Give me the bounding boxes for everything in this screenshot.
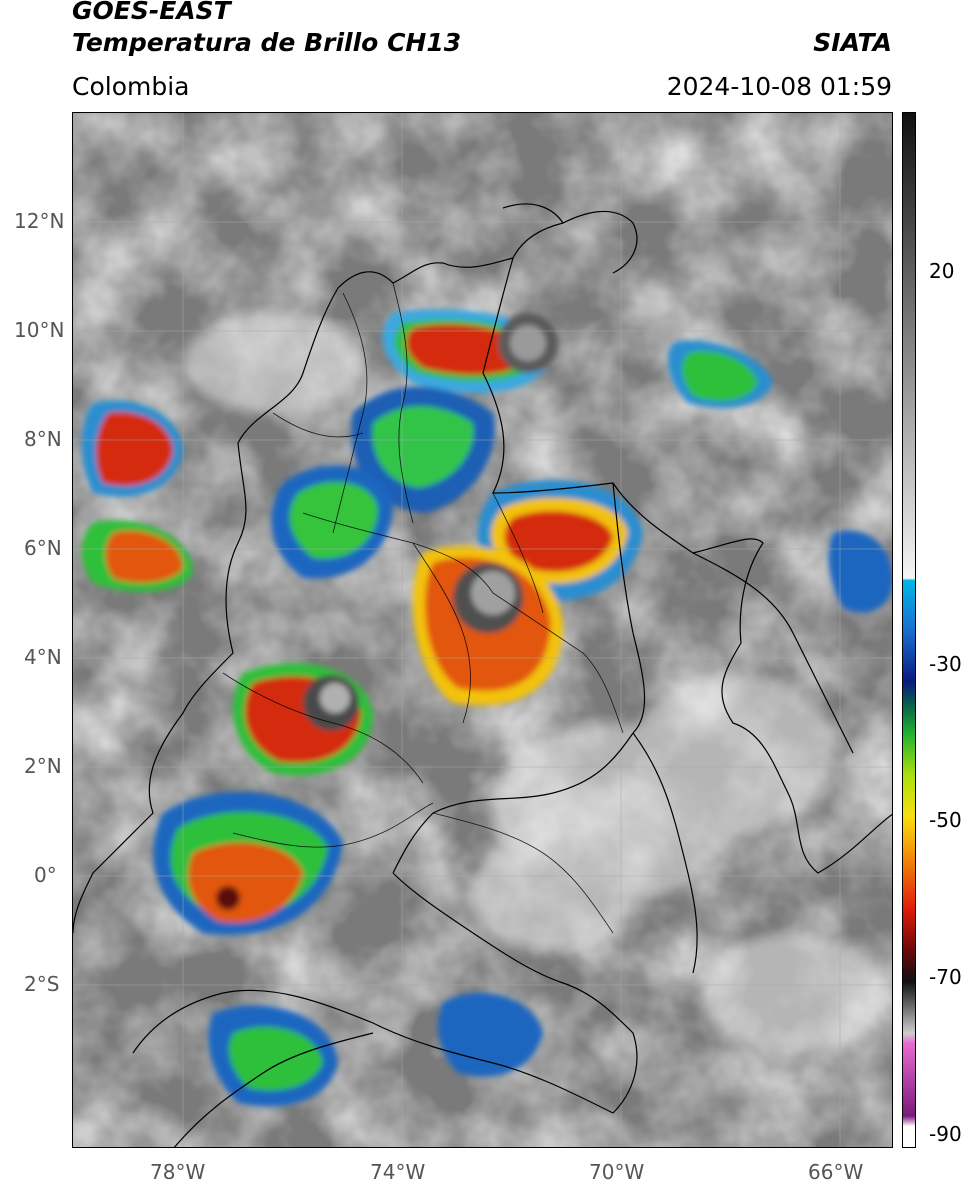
lat-label-2n: 2°N [24,754,62,778]
colorbar-label-neg90: -90 [929,1122,962,1146]
lon-label-66w: 66°W [808,1160,864,1184]
lat-label-0: 0° [34,863,57,887]
lat-label-6n: 6°N [24,536,62,560]
lat-label-4n: 4°N [24,645,62,669]
lon-label-78w: 78°W [150,1160,206,1184]
colorbar [902,112,916,1148]
title-region: Colombia [72,72,190,101]
lat-label-10n: 10°N [14,318,65,342]
lon-label-74w: 74°W [370,1160,426,1184]
title-product: Temperatura de Brillo CH13 [72,28,462,57]
colorbar-label-20: 20 [929,259,955,283]
lat-label-8n: 8°N [24,427,62,451]
title-organization: SIATA [813,28,892,57]
department-borders [222,282,624,934]
title-datetime: 2024-10-08 01:59 [666,72,892,101]
colorbar-label-neg30: -30 [929,652,962,676]
map-svg [73,113,892,1147]
lat-label-12n: 12°N [14,209,65,233]
country-borders [73,203,892,1147]
colorbar-label-neg50: -50 [929,808,962,832]
title-satellite: GOES-EAST [72,0,231,25]
colorbar-gradient [903,113,915,1147]
grid-lines [73,113,892,1147]
satellite-map[interactable] [72,112,893,1148]
colorbar-label-neg70: -70 [929,965,962,989]
lon-label-70w: 70°W [589,1160,645,1184]
bright-cloud-areas [183,313,883,1053]
lat-label-2s: 2°S [24,972,60,996]
